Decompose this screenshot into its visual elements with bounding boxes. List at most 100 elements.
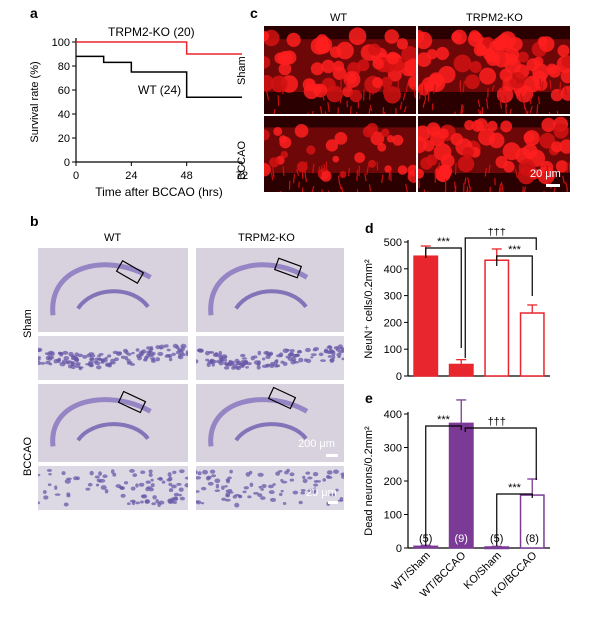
fluor-neuron: [555, 160, 569, 173]
nissl-cell: [166, 478, 172, 482]
fluor-neuron: [538, 36, 555, 52]
fluor-neuron: [372, 77, 383, 88]
nissl-cell: [298, 357, 304, 363]
fluor-neuron: [479, 67, 497, 85]
nissl-cell: [224, 484, 228, 488]
a-x-tick-label: 0: [73, 170, 79, 182]
nissl-cell: [54, 493, 61, 496]
fluor-neuron: [274, 52, 286, 64]
nissl-cell: [278, 469, 283, 473]
chart-e-bar-0: [413, 545, 439, 549]
fluor-dendrite: [355, 111, 358, 114]
fluor-dendrite: [311, 185, 315, 192]
chart-d-bar-2: [484, 259, 510, 377]
fluor-neuron: [264, 162, 271, 177]
fluor-neuron: [486, 52, 501, 67]
a-x-tick-label: 24: [125, 170, 137, 182]
nissl-dentate-gyrus: [234, 289, 308, 310]
nissl-cell: [120, 493, 126, 498]
a-x-tick-label: 48: [181, 170, 193, 182]
nissl-cell: [329, 493, 336, 497]
fluor-neuron: [326, 85, 344, 103]
nissl-cell: [323, 349, 329, 354]
fluor-neuron: [294, 123, 309, 138]
nissl-cell: [196, 359, 199, 364]
nissl-cell: [149, 357, 156, 360]
nissl-cell: [224, 498, 231, 502]
fluor-dendrite: [556, 110, 559, 114]
nissl-cell: [66, 492, 71, 496]
fluor-neuron: [264, 30, 270, 42]
nissl-cell: [179, 496, 185, 501]
nissl-cell: [95, 483, 100, 487]
nissl-cell: [285, 355, 291, 359]
fluor-neuron: [306, 145, 316, 155]
fluor-dendrite: [356, 169, 359, 181]
nissl-cell: [100, 485, 107, 490]
nissl-cell: [335, 488, 339, 492]
fluor-neuron: [518, 159, 536, 176]
nissl-cell: [155, 499, 159, 504]
nissl-cell: [200, 501, 205, 505]
fluor-dendrite: [562, 175, 565, 184]
nissl-cell: [171, 352, 176, 356]
fluor-dendrite: [437, 162, 441, 170]
nissl-cell: [303, 358, 308, 362]
nissl-cell: [338, 349, 344, 354]
nissl-cell: [304, 347, 311, 353]
nissl-cell: [61, 471, 66, 476]
nissl-cell: [196, 470, 198, 475]
nissl-cell: [267, 352, 272, 355]
fluor-neuron: [407, 169, 416, 183]
fluor-neuron: [539, 132, 556, 149]
fluor-dendrite: [388, 171, 391, 180]
fluor-dendrite: [454, 191, 456, 192]
nissl-cell: [93, 360, 99, 364]
a-legend-wt: WT (24): [138, 83, 181, 97]
nissl-cell: [261, 484, 267, 489]
nissl-cell: [333, 346, 340, 350]
nissl-cell: [305, 471, 311, 475]
fluor-dendrite: [427, 90, 430, 102]
fluor-dendrite: [454, 162, 457, 175]
nissl-cell: [48, 350, 54, 355]
panel-d-label: d: [365, 220, 374, 236]
chart-d-sig-label-2: †††: [488, 228, 506, 238]
nissl-cell: [245, 366, 250, 369]
nissl-cell: [140, 500, 144, 504]
nissl-roi-box: [267, 386, 297, 410]
fluor-neuron: [325, 139, 339, 152]
fluor-dendrite: [304, 170, 308, 183]
a-y-axis-label: Survival rate (%): [29, 61, 41, 142]
fluor-neuron: [427, 74, 446, 93]
nissl-cell: [292, 490, 299, 495]
chart-e-n-label: (8): [526, 533, 539, 545]
nissl-cell: [210, 359, 214, 363]
nissl-cell: [268, 490, 275, 495]
chart-d-sig-bracket-1: [496, 255, 533, 296]
nissl-cell: [258, 485, 262, 489]
nissl-cell: [104, 488, 109, 494]
nissl-cell: [140, 470, 146, 475]
fluor-ko-bccao-image: [418, 116, 570, 192]
fluor-dendrite: [324, 111, 327, 114]
fluor-neuron: [495, 155, 508, 169]
fluor-dendrite: [462, 80, 465, 93]
nissl-wt-bccao-overview: [38, 384, 188, 462]
nissl-cell: [171, 484, 177, 489]
fluor-dendrite: [548, 111, 551, 114]
nissl-cell: [235, 366, 242, 371]
b-scale-20-label: 20 μm: [306, 487, 337, 499]
nissl-cell: [54, 485, 58, 490]
nissl-cell: [270, 361, 276, 366]
fluor-dendrite: [501, 82, 504, 91]
nissl-ko-bccao-zoom: [196, 466, 344, 510]
nissl-cell: [287, 352, 294, 357]
nissl-cell: [156, 477, 163, 481]
nissl-cell: [38, 501, 41, 505]
nissl-cell: [257, 472, 264, 477]
fluor-neuron: [517, 51, 529, 63]
fluor-dendrite: [349, 106, 352, 114]
nissl-cell: [75, 363, 81, 369]
nissl-cell: [98, 471, 102, 476]
